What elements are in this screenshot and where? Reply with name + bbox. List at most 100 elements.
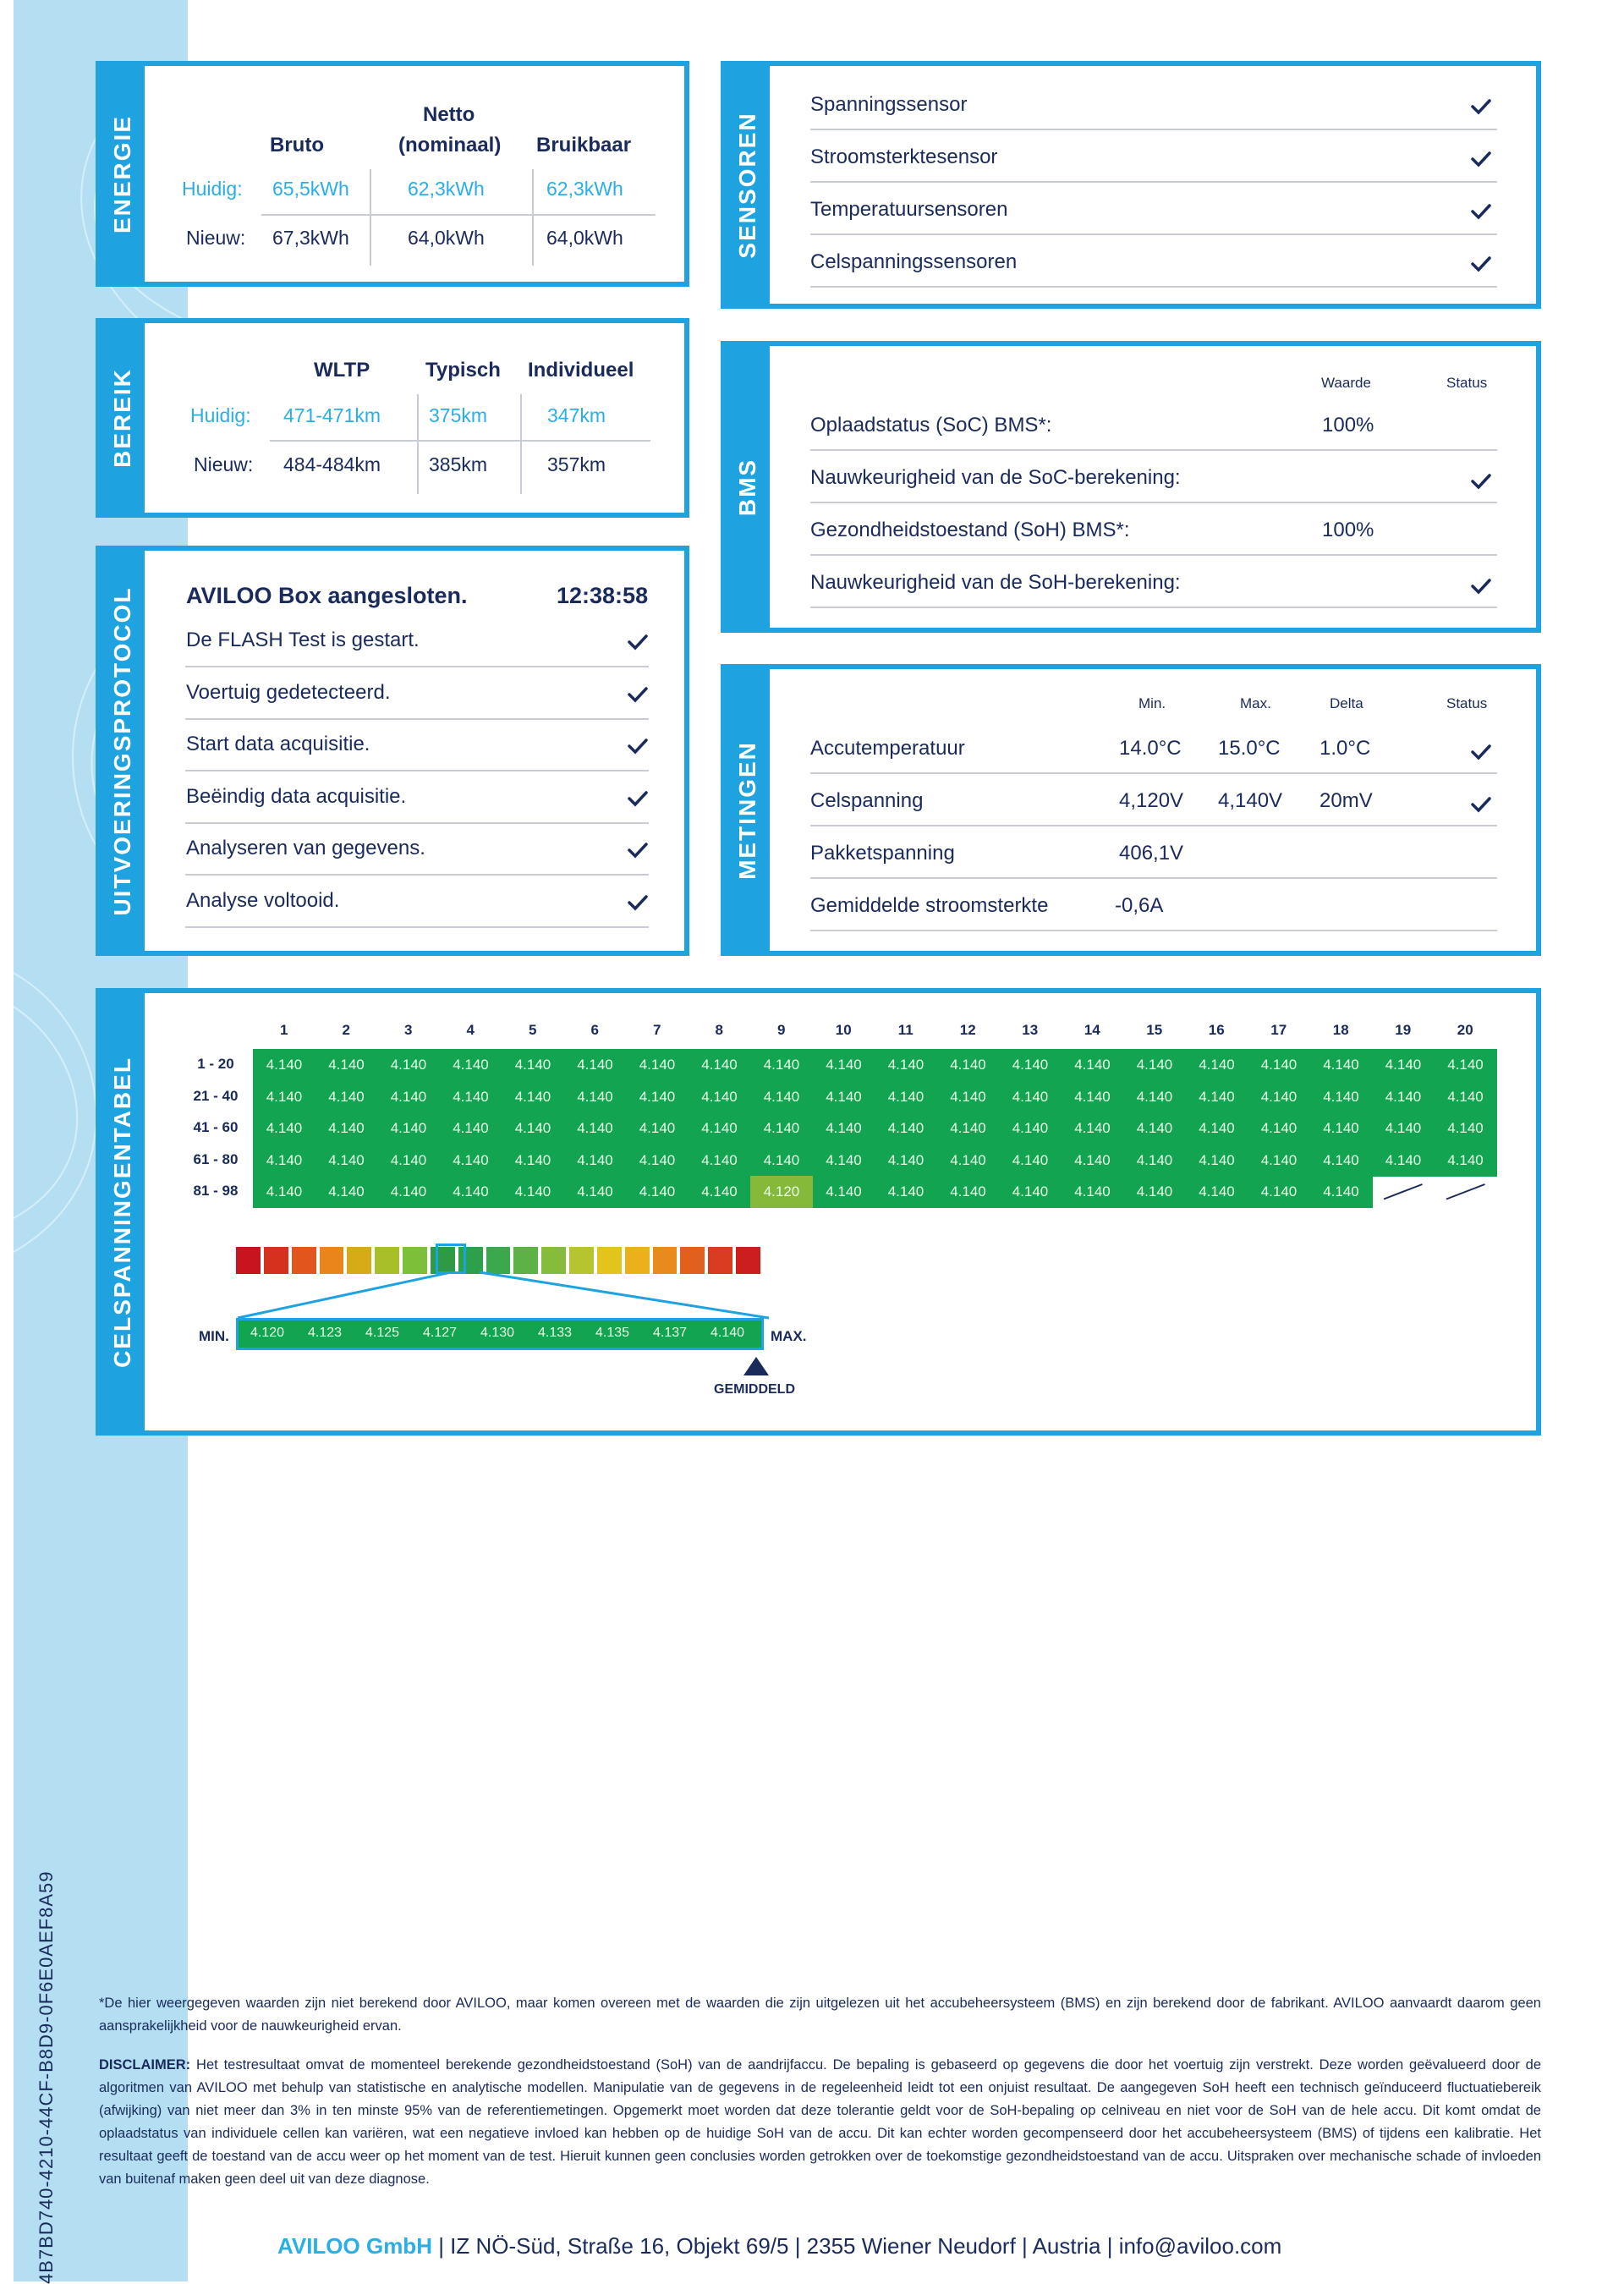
energie-nieuw-netto: 64,0kWh bbox=[408, 227, 485, 249]
protocol-step: Beëindig data acquisitie. bbox=[186, 784, 407, 808]
cell-voltage: 4.140 bbox=[1372, 1080, 1435, 1113]
cell-voltage: 4.140 bbox=[1309, 1176, 1373, 1208]
celspanning-tab: CELSPANNINGENTABEL bbox=[101, 993, 145, 1430]
divider bbox=[810, 607, 1497, 608]
scale-strip: 4.120 4.123 4.125 4.127 4.130 4.133 4.135 4.137… bbox=[236, 1318, 764, 1350]
gradient-segment bbox=[319, 1247, 344, 1274]
gradient-segment bbox=[513, 1247, 539, 1274]
bereik-header-wltp: WLTP bbox=[314, 359, 370, 382]
check-icon bbox=[628, 738, 648, 755]
cell-voltage: 4.140 bbox=[1309, 1080, 1373, 1113]
energie-nieuw-bruto: 67,3kWh bbox=[272, 227, 349, 249]
divider bbox=[810, 181, 1497, 183]
gradient-segment bbox=[486, 1247, 511, 1274]
cell-voltage: 4.140 bbox=[439, 1049, 502, 1081]
check-icon bbox=[1471, 99, 1491, 115]
protocol-step: De FLASH Test is gestart. bbox=[186, 629, 420, 651]
bms-row-value: 100% bbox=[1322, 519, 1374, 541]
energie-tab: ENERGIE bbox=[101, 66, 145, 282]
cell-voltage: 4.140 bbox=[563, 1144, 627, 1177]
divider bbox=[261, 214, 656, 216]
bms-row-label: Oplaadstatus (SoC) BMS*: bbox=[810, 414, 1052, 436]
scale-value: 4.127 bbox=[422, 1326, 458, 1340]
gradient-segment bbox=[403, 1247, 427, 1274]
check-icon bbox=[628, 894, 648, 911]
metingen-row-min: 406,1V bbox=[1119, 842, 1184, 865]
divider bbox=[270, 440, 650, 442]
cell-voltage: 4.120 bbox=[750, 1176, 813, 1208]
scale-value: 4.120 bbox=[250, 1326, 285, 1340]
zoom-connector-lines bbox=[237, 1271, 770, 1320]
sensor-item: Celspanningssensoren bbox=[810, 250, 1018, 273]
bms-col-status: Status bbox=[1446, 375, 1488, 391]
check-icon bbox=[1471, 579, 1491, 595]
divider bbox=[810, 449, 1497, 451]
bereik-huidig-wltp: 471-471km bbox=[283, 404, 381, 426]
check-icon bbox=[1471, 256, 1491, 272]
cell-voltage: 4.140 bbox=[377, 1080, 440, 1113]
cell-column-header: 13 bbox=[1022, 1022, 1039, 1038]
sensoren-tab: SENSOREN bbox=[726, 66, 770, 304]
divider bbox=[810, 233, 1497, 235]
bereik-nieuw-individueel: 357km bbox=[547, 453, 606, 475]
cell-voltage: 4.140 bbox=[936, 1176, 1000, 1208]
cell-row-label: 1 - 20 bbox=[197, 1056, 234, 1072]
cell-voltage: 4.140 bbox=[750, 1080, 813, 1113]
scale-value: 4.123 bbox=[307, 1326, 343, 1340]
cell-voltage: 4.140 bbox=[1434, 1049, 1497, 1081]
bms-footnote: *De hier weergegeven waarden zijn niet b… bbox=[99, 1996, 1541, 2034]
divider bbox=[185, 925, 649, 928]
cell-column-header: 8 bbox=[715, 1022, 723, 1038]
energie-header-bruikbaar: Bruikbaar bbox=[536, 134, 632, 156]
cell-row-label: 61 - 80 bbox=[193, 1150, 239, 1167]
cell-voltage: 4.140 bbox=[1123, 1112, 1186, 1145]
cell-voltage: 4.140 bbox=[563, 1112, 627, 1145]
cell-voltage: 4.140 bbox=[502, 1049, 564, 1081]
cell-voltage: 4.140 bbox=[1061, 1049, 1124, 1081]
energie-huidig-netto: 62,3kWh bbox=[408, 178, 485, 200]
cell-voltage: 4.140 bbox=[315, 1080, 378, 1113]
cell-voltage: 4.140 bbox=[315, 1144, 378, 1177]
divider bbox=[185, 770, 649, 771]
cell-voltage: 4.140 bbox=[439, 1176, 502, 1208]
cell-voltage: 4.140 bbox=[1248, 1144, 1310, 1177]
cell-voltage: 4.140 bbox=[936, 1112, 1000, 1145]
cell-voltage: 4.140 bbox=[439, 1144, 502, 1177]
cell-voltage: 4.140 bbox=[1372, 1144, 1435, 1177]
bms-tab: BMS bbox=[726, 346, 770, 628]
scale-min-label: MIN. bbox=[199, 1328, 229, 1344]
cell-row-label: 41 - 60 bbox=[193, 1119, 239, 1135]
cell-column-header: 1 bbox=[280, 1022, 288, 1038]
cell-voltage: 4.140 bbox=[626, 1144, 689, 1177]
cell-voltage: 4.140 bbox=[1309, 1144, 1373, 1177]
divider bbox=[370, 169, 371, 266]
cell-column-header: 18 bbox=[1332, 1022, 1349, 1038]
gradient-segment bbox=[652, 1247, 678, 1274]
disclaimer-label: DISCLAIMER: bbox=[99, 2057, 191, 2073]
metingen-tab: METINGEN bbox=[726, 669, 770, 951]
divider bbox=[810, 554, 1497, 556]
divider bbox=[532, 169, 534, 266]
sensor-item: Temperatuursensoren bbox=[810, 198, 1008, 221]
sensor-item: Stroomsterktesensor bbox=[810, 145, 998, 168]
cell-voltage: 4.140 bbox=[688, 1176, 751, 1208]
cell-voltage: 4.140 bbox=[750, 1049, 813, 1081]
gradient-segment bbox=[680, 1247, 705, 1274]
divider bbox=[185, 821, 649, 824]
energie-huidig-bruikbaar: 62,3kWh bbox=[546, 178, 623, 200]
cell-voltage: 4.140 bbox=[439, 1112, 502, 1145]
cell-row-label: 21 - 40 bbox=[193, 1087, 239, 1104]
cell-column-header: 6 bbox=[590, 1022, 599, 1038]
cell-voltage: 4.140 bbox=[1248, 1112, 1310, 1145]
sensoren-panel: SENSOREN Spanningssensor Stroomsterktesen… bbox=[721, 61, 1541, 309]
cell-voltage: 4.140 bbox=[1248, 1080, 1310, 1113]
gradient-segment bbox=[624, 1247, 650, 1274]
gradient-segment bbox=[375, 1247, 400, 1274]
cell-voltage: 4.140 bbox=[502, 1112, 564, 1145]
document-id: 4B7BD740-4210-44CF-B8D9-0F6E0AEF8A59 bbox=[36, 1870, 57, 2284]
cell-voltage: 4.140 bbox=[1123, 1144, 1186, 1177]
cell-voltage: 4.140 bbox=[875, 1049, 937, 1081]
gradient-segment bbox=[236, 1247, 261, 1274]
cell-voltage: 4.140 bbox=[936, 1080, 1000, 1113]
cell-voltage: 4.140 bbox=[1434, 1080, 1497, 1113]
